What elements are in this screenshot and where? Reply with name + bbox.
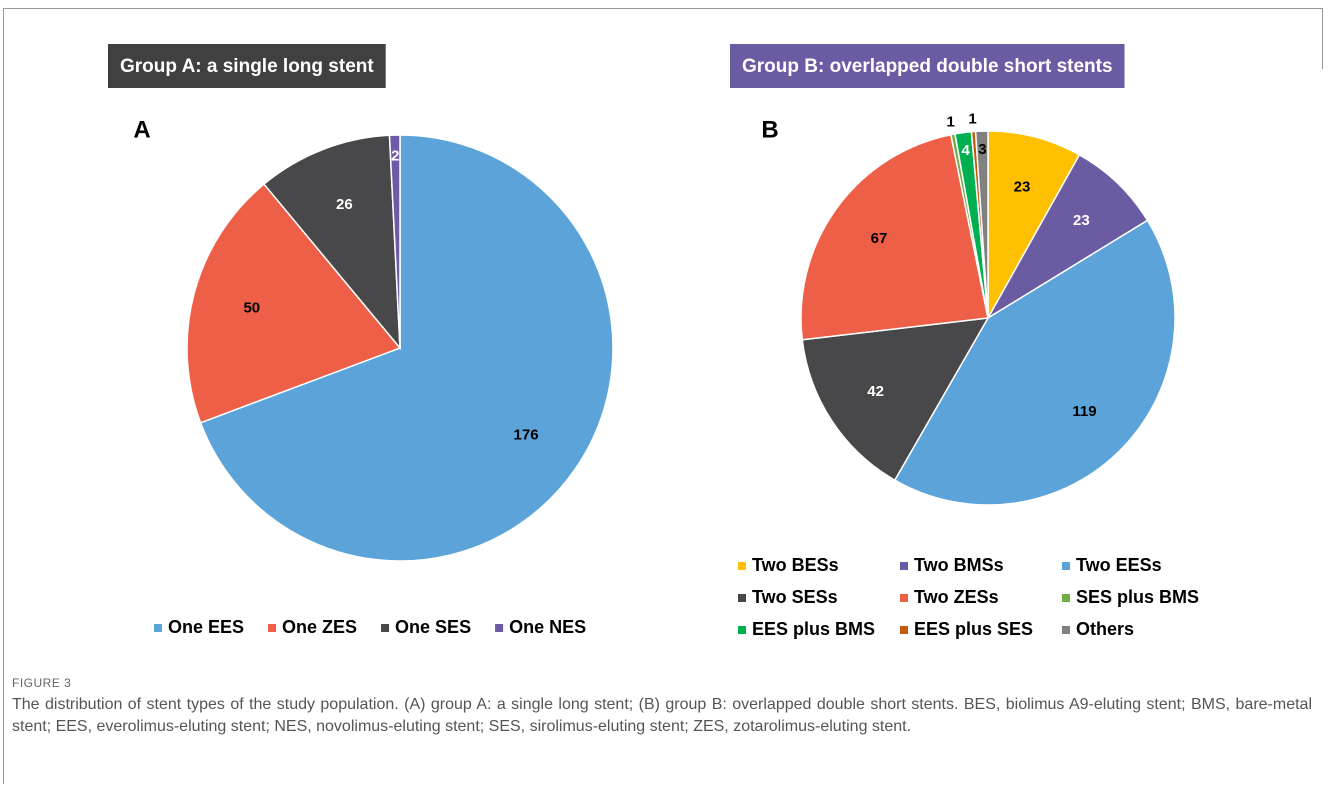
- legend-label: One NES: [509, 617, 586, 637]
- data-label: 176: [514, 426, 539, 443]
- pie-slice: [186, 183, 402, 424]
- frame: [3, 8, 1323, 784]
- legend-swatch: [900, 626, 908, 634]
- pie-slice: [800, 133, 989, 341]
- panel-label: A: [133, 116, 150, 143]
- legend-label: One ZES: [282, 617, 357, 637]
- figure: Group A: a single long stent A 176 50 26 2 One…: [108, 44, 1199, 639]
- pie-slice: [199, 134, 614, 562]
- legend-label: SES plus BMS: [1076, 587, 1199, 607]
- chart-title: Group B: overlapped double short stents: [742, 56, 1113, 77]
- title-box: [108, 44, 386, 88]
- legend-label: Others: [1076, 619, 1134, 639]
- data-label: 3: [978, 141, 986, 158]
- data-label: 1: [946, 114, 954, 131]
- chart-title: Group A: a single long stent: [120, 56, 374, 77]
- pie-slice: [987, 130, 1081, 321]
- legend-swatch: [495, 624, 504, 632]
- legend-swatch: [268, 624, 277, 632]
- data-label: 4: [961, 142, 970, 159]
- pie-slice: [974, 130, 989, 319]
- legend-swatch: [738, 626, 746, 634]
- legend-label: One EES: [168, 617, 244, 637]
- legend-swatch: [1062, 562, 1070, 570]
- title-box: [730, 44, 1125, 88]
- data-label: 50: [243, 300, 260, 317]
- data-label: 42: [867, 383, 884, 400]
- legend-swatch: [154, 624, 162, 632]
- pie-slice: [893, 219, 1176, 506]
- pie-slice: [985, 153, 1149, 321]
- legend-label: Two ZESs: [914, 587, 999, 607]
- legend-label: One SES: [395, 617, 471, 637]
- figure-label: FIGURE 3: [12, 676, 72, 690]
- data-label: 67: [871, 230, 888, 247]
- data-label: 23: [1073, 212, 1090, 229]
- legend-swatch: [1062, 626, 1070, 634]
- pie-slice: [801, 317, 990, 482]
- pie-slice: [262, 134, 401, 351]
- legend-swatch: [738, 562, 746, 570]
- legend-swatch: [900, 562, 908, 570]
- panel-label: B: [761, 116, 778, 143]
- data-label: 2: [391, 147, 399, 164]
- legend-swatch: [381, 624, 390, 632]
- legend-swatch: [1062, 594, 1070, 602]
- pie-slice: [388, 134, 401, 349]
- legend-swatch: [738, 594, 746, 602]
- legend-swatch: [900, 594, 908, 602]
- legend-label: Two BESs: [752, 555, 839, 575]
- legend-label: Two SESs: [752, 587, 838, 607]
- legend-label: Two BMSs: [914, 555, 1004, 575]
- data-label: 119: [1072, 403, 1096, 420]
- legend-label: EES plus SES: [914, 619, 1033, 639]
- caption: The distribution of stent types of the s…: [12, 696, 1312, 735]
- data-label: 26: [336, 196, 353, 213]
- legend-label: Two EESs: [1076, 555, 1162, 575]
- legend-label: EES plus BMS: [752, 619, 875, 639]
- data-label: 23: [1014, 179, 1031, 196]
- data-label: 1: [968, 111, 976, 128]
